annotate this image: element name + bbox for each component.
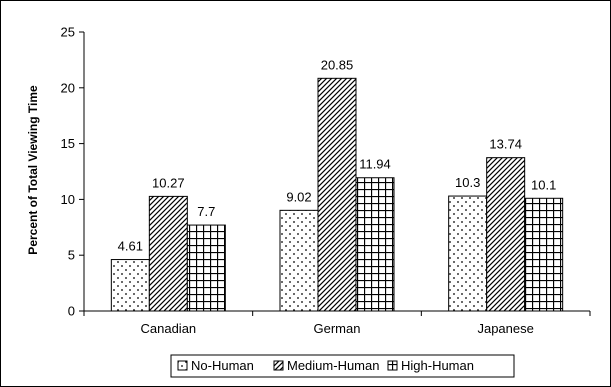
x-ticks [83, 311, 591, 316]
bar-high-human-japanese [524, 197, 564, 312]
data-label: 10.27 [152, 175, 185, 190]
legend-swatch-no-human [177, 360, 188, 371]
y-tick-label: 25 [61, 25, 75, 40]
y-axis-label: Percent of Total Viewing Time [26, 85, 40, 255]
bar-no-human-japanese [448, 195, 488, 312]
legend-box [170, 354, 515, 378]
bar-medium-human-german [317, 77, 357, 312]
data-label: 7.7 [197, 204, 215, 219]
data-label: 20.85 [321, 57, 354, 72]
y-tick-label: 10 [61, 192, 75, 207]
data-labels: 4.61 10.27 7.7 9.02 20.85 11.94 10.3 13.74 10.1 [118, 57, 557, 253]
y-tick-label: 20 [61, 80, 75, 95]
category-label: Japanese [477, 321, 533, 336]
legend: No-Human Medium-Human High-Human [170, 354, 515, 378]
bar-no-human-canadian [110, 259, 150, 312]
bar-no-human-german [279, 209, 319, 312]
legend-label: No-Human [191, 358, 254, 373]
data-label: 9.02 [286, 189, 311, 204]
category-label: German [314, 321, 361, 336]
bar-high-human-german [355, 177, 395, 312]
y-tick-label: 5 [68, 248, 75, 263]
legend-swatch-medium-human [273, 360, 284, 371]
data-label: 13.74 [489, 137, 522, 152]
legend-label: High-Human [401, 358, 474, 373]
data-label: 4.61 [118, 239, 143, 254]
category-label: Canadian [141, 321, 197, 336]
legend-swatch-high-human [387, 360, 398, 371]
y-tick-label: 0 [68, 304, 75, 319]
bar-medium-human-japanese [486, 157, 526, 312]
data-label: 11.94 [359, 157, 391, 172]
data-label: 10.3 [455, 175, 480, 190]
bar-medium-human-canadian [148, 195, 188, 312]
y-tick-label: 15 [61, 136, 75, 151]
y-ticks: 0 5 10 15 20 25 [61, 25, 84, 319]
category-labels: Canadian German Japanese [141, 321, 534, 336]
bar-high-human-canadian [186, 224, 226, 312]
legend-label: Medium-Human [287, 358, 379, 373]
data-label: 10.1 [531, 177, 556, 192]
